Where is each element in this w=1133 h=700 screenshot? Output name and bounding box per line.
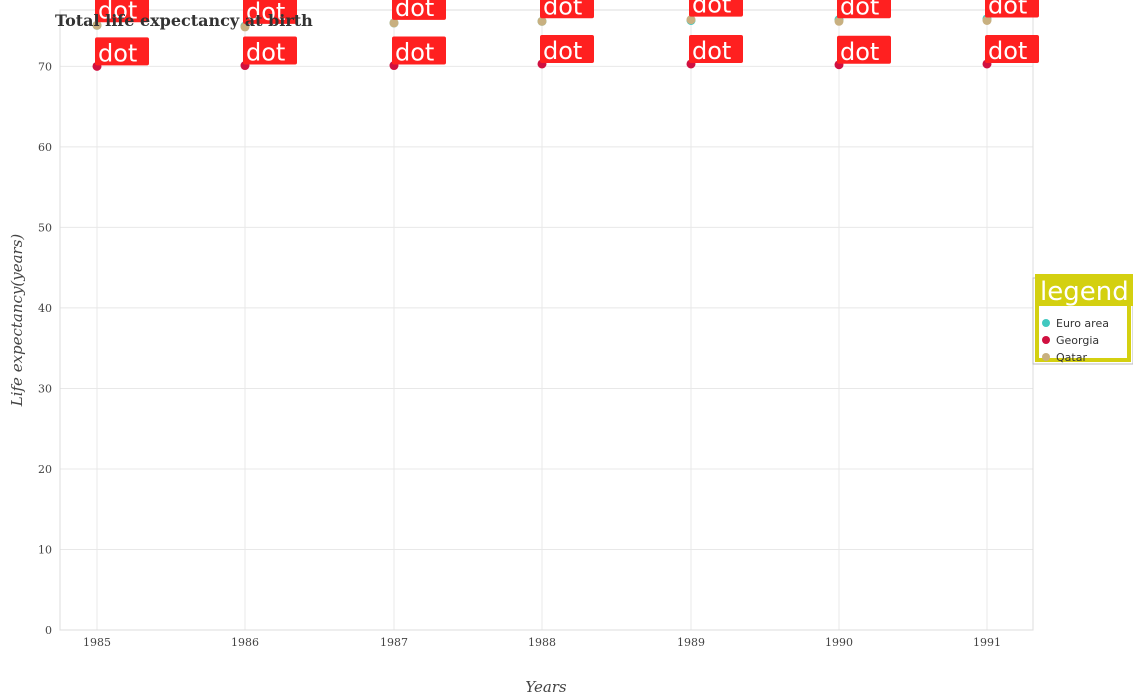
dot-label: dot [837, 35, 891, 66]
dot-label-text: dot [246, 0, 285, 26]
point-qatar [686, 15, 696, 25]
gridlines [60, 10, 1033, 631]
dot-label-bg [689, 0, 743, 17]
point-qatar [537, 16, 547, 26]
dot-label: dot [689, 34, 743, 65]
dot-label-text: dot [543, 0, 582, 20]
dot-label-bg [837, 35, 891, 64]
x-tick-label: 1989 [677, 636, 705, 649]
x-tick-label: 1991 [973, 636, 1001, 649]
point-qatar [240, 22, 250, 32]
dot-label-text: dot [988, 0, 1027, 19]
dot-label: dot [689, 0, 743, 19]
dot-label: dot [95, 0, 149, 24]
x-tick-label: 1986 [231, 636, 259, 649]
x-tick-label: 1987 [380, 636, 408, 649]
x-tick-label: 1988 [528, 636, 556, 649]
legend-entry: Qatar [1056, 351, 1087, 364]
point-qatar [982, 15, 992, 25]
point-qatar [389, 18, 399, 28]
dot-label-bg [837, 0, 891, 19]
dot-label-text: dot [692, 0, 731, 19]
plot-area-frame [59, 9, 1034, 631]
dot-label-bg [95, 0, 149, 23]
y-tick-label: 60 [38, 141, 52, 154]
legend-items: Euro area Georgia Qatar [1042, 317, 1109, 364]
dot-label: dot [837, 0, 891, 20]
y-tick-label: 10 [38, 543, 52, 556]
y-tick-label: 40 [38, 302, 52, 315]
dot-label-bg [95, 37, 149, 66]
dot-label: dot [540, 0, 594, 20]
dot-label: dot [95, 37, 149, 67]
dot-label-bg [392, 0, 446, 20]
y-tick-label: 20 [38, 463, 52, 476]
dot-label-bg [540, 0, 594, 19]
dot-label-bg [540, 34, 594, 63]
legend-marker [1042, 319, 1050, 327]
dot-label-text: dot [543, 37, 582, 65]
x-tick-label: 1990 [825, 636, 853, 649]
legend-entry: Euro area [1056, 317, 1109, 330]
dot-label-bg [985, 34, 1039, 63]
dot-label-text: dot [840, 0, 879, 20]
dot-label-bg [985, 0, 1039, 18]
dot-label: dot [985, 34, 1039, 65]
dot-label: dot [985, 0, 1039, 19]
dot-label-text: dot [988, 37, 1027, 65]
dot-label: dot [243, 0, 297, 26]
dot-label-text: dot [98, 0, 137, 24]
dot-label-bg [689, 34, 743, 63]
data-point-labels: dot dot dot dot dot dot dot dot dot dot dot dot dot d… [95, 0, 1039, 67]
dot-label-text: dot [246, 39, 285, 67]
y-tick-label: 0 [45, 624, 52, 637]
y-tick-label: 30 [38, 382, 52, 395]
dot-label-text: dot [395, 39, 434, 67]
point-qatar [92, 20, 102, 30]
dot-label-bg [392, 36, 446, 65]
dot-label-bg [243, 0, 297, 24]
dot-label-text: dot [692, 37, 731, 65]
y-axis-title: Life expectancy(years) [8, 234, 26, 408]
point-qatar [834, 16, 844, 26]
dot-label: dot [243, 36, 297, 67]
x-axis-ticks: 1985 1986 1987 1988 1989 1990 1991 [83, 636, 1001, 649]
dot-label: dot [540, 34, 594, 65]
legend-entry: Georgia [1056, 334, 1099, 347]
chart-title: Total life expectancy at birth [55, 11, 313, 30]
dot-label-text: dot [395, 0, 434, 22]
dot-label: dot [392, 0, 446, 22]
dot-label-bg [243, 36, 297, 65]
y-tick-label: 50 [38, 221, 52, 234]
dot-label-text: dot [840, 38, 879, 66]
legend-marker [1042, 336, 1050, 344]
dot-label-text: dot [98, 39, 137, 67]
legend-marker [1042, 353, 1050, 361]
legend: legend Euro area Georgia Qatar [1032, 274, 1133, 365]
y-tick-label: 70 [38, 60, 52, 73]
dot-label: dot [392, 36, 446, 67]
legend-title-bg [1035, 274, 1133, 306]
x-tick-label: 1985 [83, 636, 111, 649]
x-axis-title: Years [525, 678, 567, 696]
legend-title: legend [1040, 277, 1129, 307]
y-axis-ticks: 0 10 20 30 40 50 60 70 [38, 60, 52, 637]
